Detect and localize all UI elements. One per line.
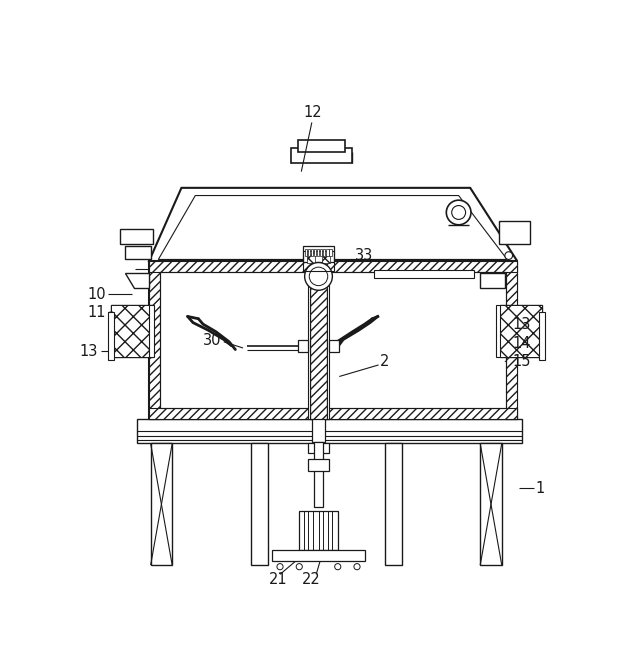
Bar: [299, 511, 338, 550]
Text: 30: 30: [203, 333, 221, 348]
Bar: [308, 459, 329, 471]
Bar: [110, 305, 152, 358]
Circle shape: [305, 263, 332, 290]
Bar: [149, 261, 517, 271]
Bar: [251, 444, 268, 565]
Bar: [480, 444, 501, 565]
Text: 1: 1: [536, 481, 545, 496]
Bar: [305, 249, 307, 255]
Text: 10: 10: [87, 287, 106, 301]
Circle shape: [452, 205, 466, 219]
Bar: [291, 148, 352, 163]
Bar: [308, 249, 310, 255]
Text: 33: 33: [355, 248, 373, 263]
Bar: [149, 261, 160, 419]
Bar: [500, 305, 542, 358]
Bar: [322, 251, 330, 263]
Polygon shape: [149, 188, 517, 261]
Bar: [507, 261, 517, 419]
Bar: [326, 249, 329, 255]
Bar: [149, 261, 517, 419]
Bar: [299, 140, 345, 151]
Bar: [500, 305, 542, 358]
Polygon shape: [125, 273, 149, 288]
Text: 14: 14: [512, 336, 531, 351]
Text: 15: 15: [512, 354, 531, 369]
Bar: [160, 271, 507, 408]
Bar: [110, 305, 152, 358]
Bar: [149, 408, 517, 419]
Circle shape: [309, 267, 328, 285]
Bar: [108, 311, 114, 360]
Bar: [137, 419, 522, 444]
Bar: [317, 249, 319, 255]
Bar: [151, 444, 172, 565]
Bar: [303, 246, 334, 261]
Bar: [149, 305, 154, 358]
Bar: [320, 249, 322, 255]
Bar: [538, 311, 545, 360]
Circle shape: [277, 564, 283, 570]
Bar: [272, 550, 365, 562]
Bar: [308, 443, 329, 454]
Bar: [385, 444, 402, 565]
Bar: [500, 221, 530, 244]
Text: 13: 13: [80, 344, 98, 359]
Polygon shape: [480, 273, 505, 288]
Circle shape: [354, 564, 360, 570]
Text: 12: 12: [303, 105, 322, 120]
Circle shape: [335, 564, 341, 570]
Bar: [311, 249, 313, 255]
Circle shape: [296, 564, 302, 570]
Bar: [314, 442, 323, 508]
Bar: [307, 251, 315, 263]
Bar: [323, 249, 325, 255]
Text: 22: 22: [301, 572, 320, 586]
Bar: [327, 276, 329, 419]
Bar: [310, 276, 327, 419]
Circle shape: [505, 251, 512, 259]
Text: 21: 21: [269, 572, 287, 586]
Bar: [313, 382, 325, 442]
Bar: [299, 340, 308, 352]
Bar: [329, 340, 339, 352]
Bar: [308, 276, 310, 419]
Circle shape: [447, 200, 471, 225]
Bar: [496, 305, 500, 358]
Text: 2: 2: [380, 354, 389, 369]
Bar: [125, 245, 151, 259]
Text: 11: 11: [87, 305, 106, 320]
Text: 13: 13: [512, 317, 531, 332]
Bar: [303, 251, 334, 271]
Bar: [120, 229, 153, 244]
Bar: [374, 270, 474, 278]
Bar: [314, 249, 316, 255]
Bar: [329, 249, 332, 255]
